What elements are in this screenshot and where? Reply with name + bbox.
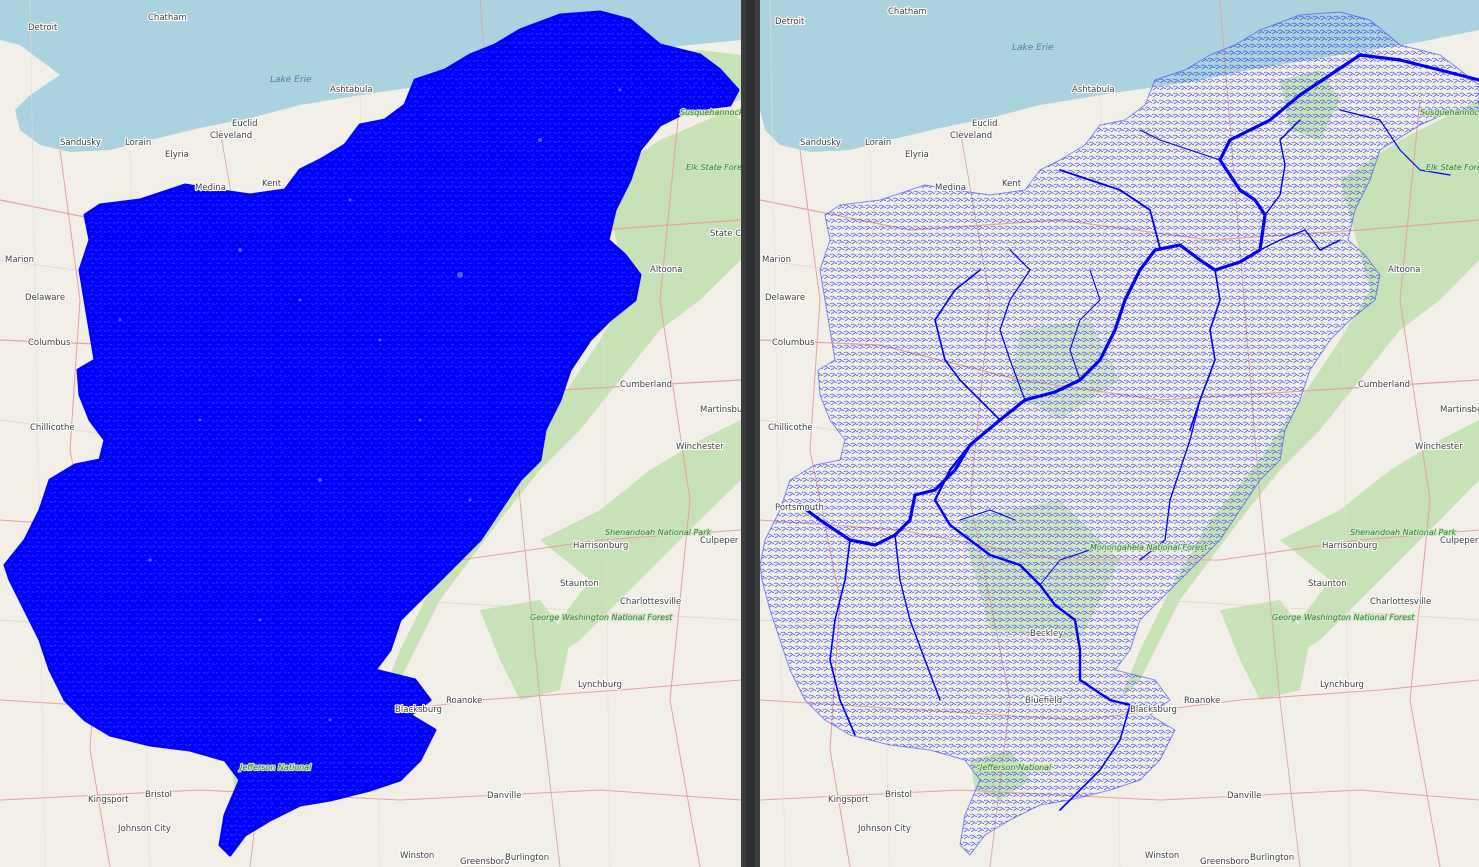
label-cleveland: Cleveland	[950, 131, 992, 141]
label-kent: Kent	[1002, 179, 1022, 189]
label-burlington: Burlington	[505, 853, 549, 863]
label-staunton: Staunton	[1308, 579, 1347, 589]
label-bristol: Bristol	[885, 790, 912, 800]
label-susquehannock: Susquehannock State Forest	[1420, 108, 1479, 117]
label-greensboro: Greensboro	[460, 857, 509, 867]
label-shenandoah: Shenandoah National Park	[605, 528, 711, 537]
label-harrisonburg: Harrisonburg	[573, 541, 628, 551]
label-martinsburg: Martinsburg	[1440, 405, 1479, 415]
label-blacksburg: Blacksburg	[1130, 705, 1177, 715]
label-greensboro: Greensboro	[1200, 857, 1249, 867]
river-network-weighted	[760, 11, 1479, 856]
label-george-washington: George Washington National Forest	[1272, 613, 1415, 622]
label-kingsport: Kingsport	[828, 795, 869, 805]
label-kingsport: Kingsport	[88, 795, 129, 805]
label-cumberland: Cumberland	[620, 380, 672, 390]
label-elyria: Elyria	[165, 150, 189, 160]
label-columbus: Columbus	[28, 338, 71, 348]
label-roanoke: Roanoke	[446, 696, 482, 706]
label-elk-state-forest: Elk State Forest	[1426, 163, 1479, 172]
label-george-washington: George Washington National Forest	[530, 613, 673, 622]
label-elk-state-forest: Elk State Forest	[686, 163, 741, 172]
label-chatham: Chatham	[148, 13, 187, 23]
label-elyria: Elyria	[905, 150, 929, 160]
label-charlottesville: Charlottesville	[1370, 597, 1431, 607]
label-burlington: Burlington	[1250, 853, 1294, 863]
label-columbus: Columbus	[772, 338, 815, 348]
label-lake-erie: Lake Erie	[270, 75, 312, 85]
label-chillicothe: Chillicothe	[30, 423, 75, 433]
label-delaware: Delaware	[765, 293, 805, 303]
label-portsmouth: Portsmouth	[775, 503, 824, 513]
label-culpeper: Culpeper	[700, 536, 739, 546]
map-panel-left[interactable]: Detroit Chatham Lake Erie Ashtabula Sand…	[0, 0, 741, 867]
label-detroit: Detroit	[775, 17, 805, 27]
label-altoona: Altoona	[1388, 265, 1421, 275]
label-detroit: Detroit	[28, 23, 58, 33]
label-susquehannock: Susquehannock State Forest	[680, 108, 741, 117]
label-danville: Danville	[1227, 791, 1262, 801]
label-lake-erie: Lake Erie	[1012, 43, 1054, 53]
label-winchester: Winchester	[676, 442, 724, 452]
label-cumberland: Cumberland	[1358, 380, 1410, 390]
split-divider-handle[interactable]	[746, 0, 755, 867]
label-kent: Kent	[262, 179, 282, 189]
label-beckley: Beckley	[1030, 629, 1063, 639]
label-jefferson: Jefferson National	[978, 763, 1052, 772]
label-staunton: Staunton	[560, 579, 599, 589]
place-labels-right: Detroit Chatham Lake Erie Ashtabula Sand…	[761, 6, 1479, 867]
label-jefferson: Jefferson National	[238, 763, 312, 772]
label-roanoke: Roanoke	[1184, 696, 1220, 706]
label-chatham: Chatham	[888, 7, 927, 17]
label-winston: Winston	[400, 851, 434, 861]
label-charlottesville: Charlottesville	[620, 597, 681, 607]
map-canvas-right[interactable]: Detroit Chatham Lake Erie Ashtabula Sand…	[760, 0, 1479, 867]
label-ashtabula: Ashtabula	[1072, 85, 1115, 95]
label-medina: Medina	[935, 183, 966, 193]
label-winchester: Winchester	[1415, 442, 1463, 452]
label-bristol: Bristol	[145, 790, 172, 800]
label-lorain: Lorain	[865, 138, 891, 148]
label-danville: Danville	[487, 791, 522, 801]
label-sandusky: Sandusky	[800, 138, 841, 148]
label-bluefield: Bluefield	[1025, 696, 1062, 706]
label-winston: Winston	[1145, 851, 1179, 861]
label-blacksburg: Blacksburg	[395, 705, 442, 715]
label-johnson-city: Johnson City	[117, 824, 171, 834]
label-marion: Marion	[762, 255, 791, 265]
label-sandusky: Sandusky	[60, 138, 101, 148]
label-altoona: Altoona	[650, 265, 683, 275]
label-delaware: Delaware	[25, 293, 65, 303]
map-canvas-left[interactable]: Detroit Chatham Lake Erie Ashtabula Sand…	[0, 0, 741, 867]
label-lynchburg: Lynchburg	[578, 680, 622, 690]
label-state-college: State Colle	[710, 229, 741, 239]
label-lynchburg: Lynchburg	[1320, 680, 1364, 690]
label-culpeper: Culpeper	[1440, 536, 1479, 546]
label-johnson-city: Johnson City	[857, 824, 911, 834]
label-shenandoah: Shenandoah National Park	[1350, 528, 1456, 537]
label-monongahela: Monongahela National Forest	[1090, 543, 1208, 552]
label-marion: Marion	[5, 255, 34, 265]
label-lorain: Lorain	[125, 138, 151, 148]
label-cleveland: Cleveland	[210, 131, 252, 141]
label-euclid: Euclid	[232, 119, 258, 129]
label-harrisonburg: Harrisonburg	[1322, 541, 1377, 551]
label-euclid: Euclid	[972, 119, 998, 129]
label-medina: Medina	[195, 183, 226, 193]
label-ashtabula: Ashtabula	[330, 85, 373, 95]
river-network-dense	[3, 10, 740, 857]
label-martinsburg: Martinsburg	[700, 405, 741, 415]
label-chillicothe: Chillicothe	[768, 423, 813, 433]
map-panel-right[interactable]: Detroit Chatham Lake Erie Ashtabula Sand…	[760, 0, 1479, 867]
place-labels-left: Detroit Chatham Lake Erie Ashtabula Sand…	[4, 12, 741, 867]
